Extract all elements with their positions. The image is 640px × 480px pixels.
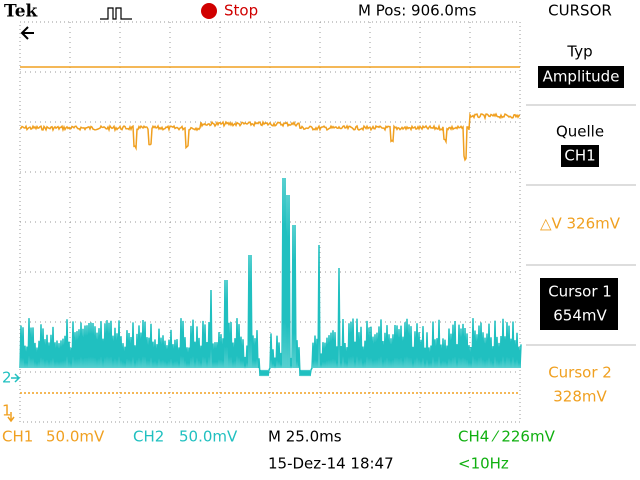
ch2-scale: 50.0mV: [179, 428, 238, 446]
stop-icon: [201, 3, 217, 19]
menu-value[interactable]: 328mV: [553, 388, 607, 406]
menu-title: CURSOR: [548, 2, 612, 20]
ch1-trace: [19, 112, 521, 162]
graticule: [20, 22, 520, 422]
menu-value[interactable]: Amplitude: [543, 68, 620, 86]
position: M Pos: 906.0ms: [358, 2, 477, 20]
menu-value-box: [540, 278, 618, 330]
menu-value[interactable]: CH1: [564, 147, 595, 165]
run-state: Stop: [224, 2, 258, 20]
ch1-label: CH1: [2, 428, 33, 446]
graticule-border: [19, 21, 521, 423]
ch1-marker: 1: [2, 402, 12, 420]
menu: Typ Amplitude Quelle CH1 △V 326mV Cursor…: [526, 43, 636, 406]
trigger-position: [20, 26, 34, 40]
menu-label[interactable]: Cursor 2: [548, 364, 612, 382]
ch2-label: CH2: [133, 428, 164, 446]
menu-label[interactable]: Quelle: [556, 123, 604, 141]
ch2-trace: [19, 177, 522, 377]
ch1-arrow: [7, 412, 15, 423]
trigger-icon: [100, 7, 132, 20]
menu-label[interactable]: Typ: [566, 43, 592, 61]
trigger: CH4 ⁄ 226mV: [458, 428, 556, 446]
menu-value-box: [561, 145, 599, 167]
ch2-arrow: [11, 373, 21, 383]
menu-label[interactable]: Cursor 1: [548, 283, 612, 301]
menu-value[interactable]: 654mV: [553, 307, 607, 325]
date: 15-Dez-14 18:47: [268, 455, 394, 473]
ch2-marker: 2: [2, 369, 12, 387]
timebase: M 25.0ms: [268, 428, 342, 446]
frequency: <10Hz: [458, 455, 509, 473]
menu-value-box: [538, 66, 624, 88]
delta-v: △V 326mV: [540, 215, 621, 233]
brand: Tek: [4, 2, 39, 22]
ch1-scale: 50.0mV: [46, 428, 105, 446]
